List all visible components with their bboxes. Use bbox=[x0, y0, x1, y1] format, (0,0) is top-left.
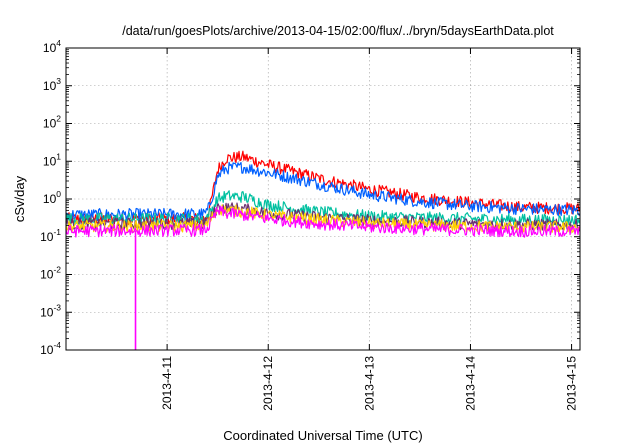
series-line-4 bbox=[65, 204, 581, 234]
y-tick-label: 102 bbox=[43, 114, 61, 131]
y-tick-label: 104 bbox=[43, 38, 61, 55]
x-tick-label: 2013-4-13 bbox=[362, 356, 376, 411]
x-tick-label: 2013-4-12 bbox=[261, 356, 275, 411]
series-line-5 bbox=[65, 205, 581, 238]
y-tick-label: 10-3 bbox=[40, 302, 61, 319]
x-tick-label: 2013-4-11 bbox=[160, 356, 174, 410]
y-tick-label: 101 bbox=[43, 151, 61, 168]
chart-title: /data/run/goesPlots/archive/2013-04-15/0… bbox=[122, 24, 554, 38]
y-tick-label: 100 bbox=[43, 189, 61, 206]
y-tick-label: 10-2 bbox=[40, 265, 61, 282]
x-tick-label: 2013-4-15 bbox=[565, 356, 579, 411]
series-group bbox=[65, 150, 581, 350]
series-line-1 bbox=[65, 161, 581, 222]
y-axis-label: cSv/day bbox=[12, 175, 27, 222]
axis-ticks: 10-4 10-3 10-2 10-1 100 101 102 103 104 2013-4-11… bbox=[40, 38, 580, 411]
y-tick-label: 10-1 bbox=[40, 227, 61, 244]
y-tick-label: 103 bbox=[43, 76, 61, 93]
x-axis-label: Coordinated Universal Time (UTC) bbox=[223, 428, 422, 443]
series-line-2 bbox=[65, 190, 581, 227]
grid bbox=[66, 48, 580, 350]
x-tick-label: 2013-4-14 bbox=[463, 356, 477, 411]
y-tick-label: 10-4 bbox=[40, 340, 61, 357]
